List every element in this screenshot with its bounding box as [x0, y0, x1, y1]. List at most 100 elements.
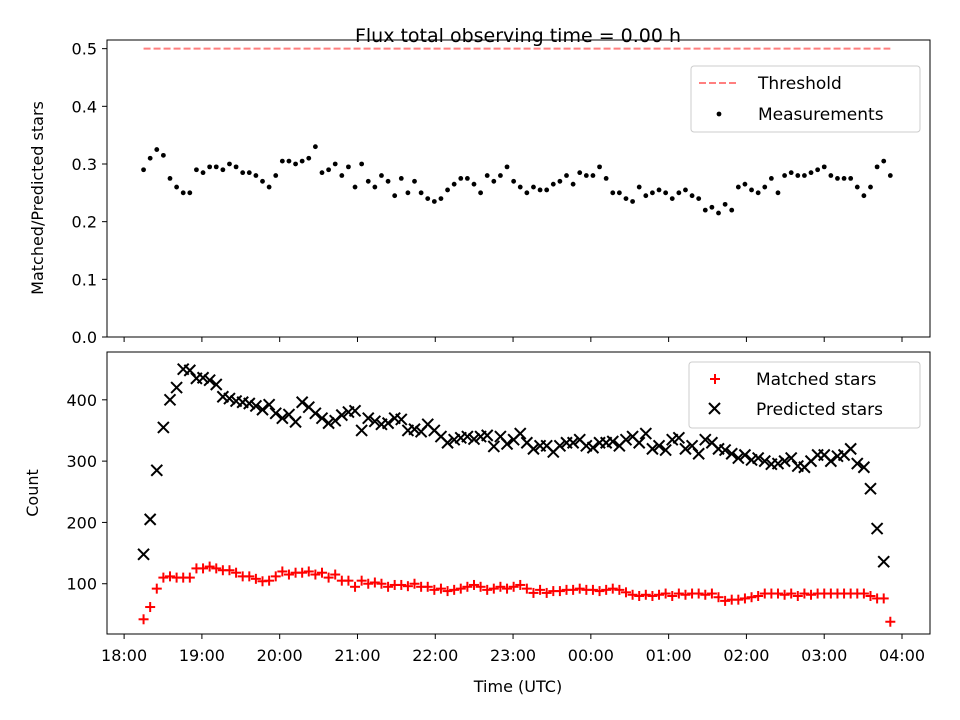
matched-star-point	[574, 583, 585, 594]
predicted-star-point	[646, 442, 659, 456]
matched-star-point	[614, 584, 625, 595]
measurement-point	[326, 167, 332, 173]
predicted-star-point	[487, 440, 501, 453]
predicted-star-point	[619, 433, 633, 446]
matched-star-point	[587, 584, 598, 595]
matched-star-point	[204, 561, 215, 572]
predicted-star-point	[864, 482, 877, 495]
predicted-star-point	[699, 433, 712, 446]
measurement-point	[187, 190, 193, 196]
measurement-point	[775, 190, 781, 196]
matched-star-point	[554, 586, 565, 597]
bottom-x-tick-label: 22:00	[412, 646, 458, 665]
predicted-star-point	[606, 435, 619, 448]
bottom-x-tick-label: 20:00	[257, 646, 303, 665]
top-marks	[141, 47, 893, 216]
bottom-x-tick-label: 21:00	[334, 646, 380, 665]
top-y-tick-label: 0.2	[72, 213, 97, 232]
top-y-ticks: 0.0 0.1 0.2 0.3 0.4 0.5	[72, 40, 107, 347]
predicted-star-point	[249, 399, 263, 413]
bottom-x-tick-label: 02:00	[723, 646, 769, 665]
predicted-star-point	[718, 443, 732, 457]
matched-star-point	[515, 579, 526, 590]
measurement-point	[702, 207, 708, 213]
predicted-star-point	[223, 392, 236, 405]
bottom-y-tick-label: 300	[66, 452, 97, 471]
matched-star-point	[627, 589, 638, 600]
matched-star-point	[164, 571, 175, 582]
measurement-point	[471, 181, 477, 187]
matched-star-point	[310, 569, 321, 580]
matched-star-point	[640, 589, 651, 600]
top-y-tick-label: 0.0	[72, 328, 97, 347]
bottom-y-tick-label: 200	[66, 513, 97, 532]
measurement-point	[405, 190, 411, 196]
matched-star-point	[224, 565, 235, 576]
matched-star-point	[151, 583, 162, 594]
matched-star-point	[601, 584, 612, 595]
measurement-point	[709, 204, 715, 210]
predicted-star-point	[672, 431, 686, 445]
bottom-x-tick-label: 01:00	[646, 646, 692, 665]
matched-star-point	[363, 578, 374, 589]
bottom-y-tick-label: 100	[66, 575, 97, 594]
matched-star-point	[482, 584, 493, 595]
matched-star-point	[402, 581, 413, 592]
matched-star-point	[673, 588, 684, 599]
measurement-point	[431, 199, 437, 204]
measurement-point	[359, 161, 365, 167]
predicted-star-point	[851, 457, 864, 470]
measurement-point	[385, 178, 391, 184]
matched-star-point	[541, 587, 552, 598]
measurement-point	[517, 184, 523, 190]
predicted-star-point	[289, 415, 302, 429]
measurement-point	[213, 164, 219, 170]
predicted-star-point	[566, 436, 580, 449]
matched-star-point	[607, 583, 618, 594]
predicted-star-point	[408, 423, 421, 436]
top-legend-box	[690, 65, 921, 133]
predicted-star-point	[751, 451, 765, 465]
measurement-point	[676, 190, 682, 196]
measurement-point	[887, 173, 893, 178]
matched-star-point	[231, 567, 242, 578]
matched-star-point	[138, 614, 149, 625]
measurement-point	[253, 173, 259, 178]
predicted-legend-label: Predicted stars	[756, 400, 883, 420]
matched-star-point	[356, 575, 367, 586]
matched-star-point	[667, 590, 678, 601]
measurement-point	[319, 170, 325, 176]
measurement-point	[167, 176, 173, 181]
predicted-star-point	[368, 415, 382, 428]
measurement-point	[484, 173, 490, 178]
measurement-point	[412, 178, 417, 184]
matched-star-point	[449, 584, 460, 595]
bottom-legend-box	[688, 361, 921, 429]
predicted-star-point	[163, 393, 177, 407]
measurement-point	[464, 176, 470, 181]
measurement-point	[650, 190, 655, 196]
measurement-point	[207, 164, 213, 170]
predicted-star-point	[157, 421, 170, 434]
predicted-star-point	[527, 442, 540, 456]
matched-star-point	[468, 579, 479, 590]
predicted-star-point	[758, 454, 771, 468]
predicted-star-point	[262, 398, 276, 411]
bottom-x-tick-label: 03:00	[801, 646, 847, 665]
matched-star-point	[369, 577, 380, 588]
measurement-point	[603, 176, 609, 181]
measurement-point	[379, 173, 384, 178]
measurement-point	[445, 187, 450, 193]
predicted-star-point	[553, 439, 567, 453]
matched-star-point	[739, 593, 750, 604]
predicted-star-point	[738, 448, 752, 462]
predicted-star-point	[659, 443, 672, 457]
matched-star-point	[297, 567, 308, 578]
matched-star-point	[885, 616, 896, 627]
top-y-tick-label: 0.4	[72, 97, 97, 116]
predicted-star-point	[395, 413, 408, 426]
measurement-point	[828, 173, 834, 178]
bottom-marks	[137, 362, 896, 627]
measurement-point	[683, 187, 688, 193]
